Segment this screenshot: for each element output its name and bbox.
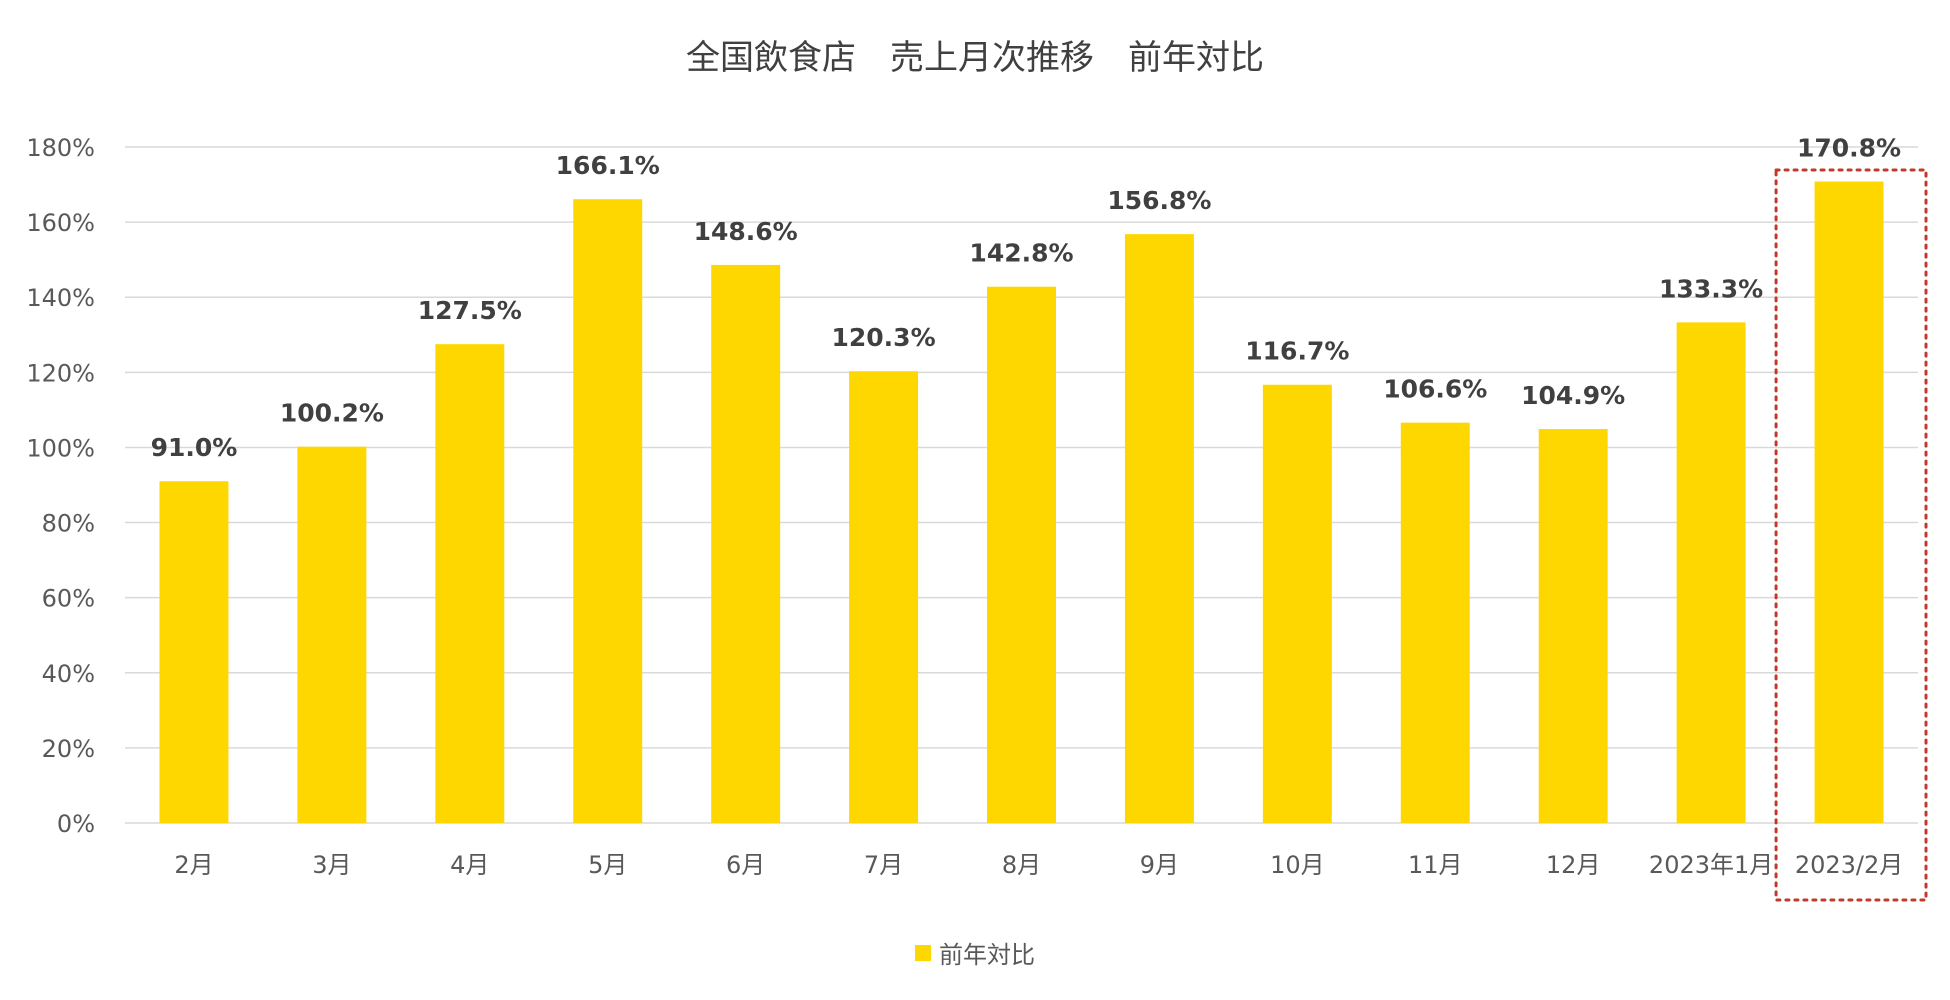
y-tick-label: 160% [26, 209, 95, 237]
bars [159, 181, 1884, 824]
y-tick-label: 20% [42, 735, 95, 763]
bar [435, 344, 505, 823]
x-category-label: 4月 [450, 851, 489, 879]
x-category-label: 2023/2月 [1795, 851, 1903, 879]
bar [1676, 322, 1746, 823]
data-label: 104.9% [1521, 381, 1625, 410]
y-tick-label: 80% [42, 510, 95, 538]
legend-swatch [915, 944, 931, 961]
x-category-label: 8月 [1002, 851, 1041, 879]
x-category-label: 3月 [312, 851, 351, 879]
bar [711, 264, 781, 823]
data-label: 166.1% [556, 151, 660, 180]
bar [573, 199, 643, 824]
legend: 前年対比 [0, 935, 1950, 970]
bar [1400, 422, 1470, 823]
bar [297, 446, 367, 823]
x-category-label: 5月 [588, 851, 627, 879]
x-axis-categories: 2月 3月 4月 5月 6月 7月 8月 9月 10月 11月 12月 2023年1月 2023/2月 [174, 851, 1903, 879]
data-label: 127.5% [418, 296, 522, 325]
highlight-box [1774, 168, 1928, 902]
bar [987, 286, 1056, 823]
data-label: 91.0% [151, 433, 238, 462]
y-tick-label: 60% [42, 585, 95, 613]
chart-title: 全国飲食店 売上月次推移 前年対比 [686, 38, 1264, 78]
bar [1262, 384, 1332, 823]
bar [1814, 181, 1884, 823]
bar [1124, 234, 1194, 823]
highlight-box-group [1774, 168, 1928, 902]
y-tick-label: 0% [57, 810, 95, 838]
data-label: 100.2% [280, 399, 384, 428]
x-category-label: 10月 [1270, 851, 1325, 879]
data-label: 156.8% [1107, 186, 1211, 215]
data-label: 133.3% [1659, 274, 1763, 303]
y-axis-ticks: 0% 20% 40% 60% 80% 100% 120% 140% 160% 180% [26, 134, 95, 838]
x-category-label: 12月 [1546, 851, 1601, 879]
x-category-label: 11月 [1408, 851, 1463, 879]
x-category-label: 2023年1月 [1649, 851, 1773, 879]
y-tick-label: 120% [26, 359, 95, 387]
y-tick-label: 140% [26, 284, 95, 312]
data-labels: 91.0% 100.2% 127.5% 166.1% 148.6% 120.3% 142.8… [151, 134, 1902, 463]
data-label: 120.3% [832, 323, 936, 352]
data-label: 148.6% [694, 217, 798, 246]
bar [159, 481, 229, 823]
x-category-label: 9月 [1140, 851, 1179, 879]
bar [1538, 429, 1608, 823]
data-label: 116.7% [1245, 337, 1349, 366]
legend-label: 前年対比 [939, 941, 1035, 969]
y-tick-label: 180% [26, 134, 95, 162]
y-tick-label: 100% [26, 434, 95, 462]
y-tick-label: 40% [42, 660, 95, 688]
data-label: 170.8% [1797, 134, 1901, 163]
x-category-label: 6月 [726, 851, 765, 879]
bar [849, 371, 919, 823]
data-label: 142.8% [969, 239, 1073, 268]
x-category-label: 7月 [864, 851, 903, 879]
data-label: 106.6% [1383, 375, 1487, 404]
x-category-label: 2月 [174, 851, 213, 879]
